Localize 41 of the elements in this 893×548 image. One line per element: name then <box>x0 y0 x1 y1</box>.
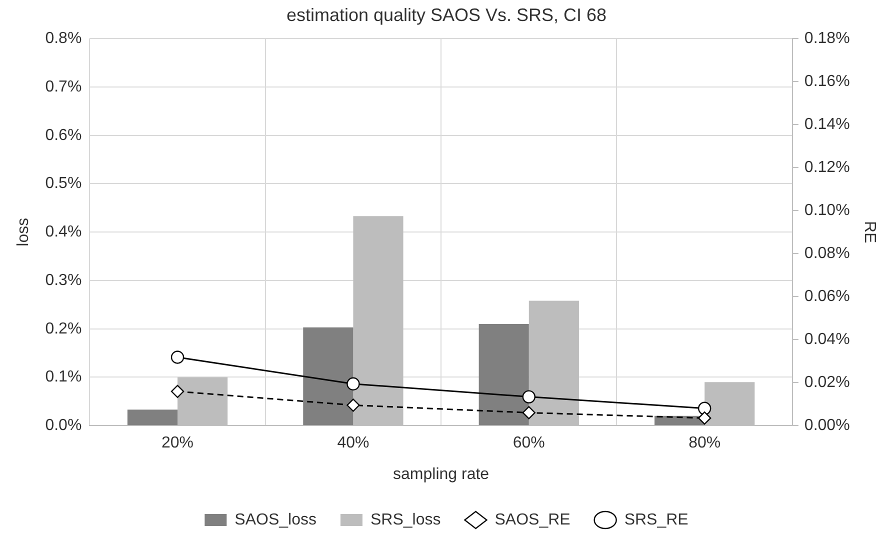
point <box>698 402 712 415</box>
y2-tick-label: 0.06% <box>804 288 850 306</box>
y2-tick-label: 0.18% <box>804 30 850 48</box>
x-tick-label: 80% <box>688 434 721 452</box>
y-tick-label: 0.5% <box>45 175 82 192</box>
y-axis-title: loss <box>15 218 32 246</box>
point <box>698 411 712 425</box>
point <box>346 377 360 390</box>
y2-axis-title: RE <box>860 220 878 244</box>
point <box>346 398 360 412</box>
legend-label: SRS_RE <box>624 511 688 528</box>
y-tick-label: 0.6% <box>45 126 82 144</box>
y2-tick-label: 0.12% <box>804 159 850 176</box>
bar <box>303 327 354 426</box>
chart-title: estimation quality SAOS Vs. SRS, CI 68 <box>286 4 607 25</box>
y-tick-label: 0.7% <box>45 78 82 96</box>
y-tick-label: 0.1% <box>45 368 82 386</box>
y-tick-label: 0.0% <box>45 417 82 434</box>
x-axis-title: sampling rate <box>393 466 490 483</box>
x-tick-label: 20% <box>162 434 194 452</box>
x-tick-label: 40% <box>337 434 370 452</box>
y2-tick-label: 0.14% <box>804 116 850 134</box>
legend-label: SRS_loss <box>370 511 441 528</box>
legend-label: SAOS_loss <box>234 511 316 528</box>
x-tick-label: 60% <box>512 434 545 452</box>
y2-tick-label: 0.00% <box>804 417 850 434</box>
y2-tick-label: 0.04% <box>804 331 850 348</box>
y2-tick-label: 0.02% <box>804 374 850 392</box>
y2-tick-label: 0.08% <box>804 245 850 262</box>
y2-tick-label: 0.10% <box>804 202 850 220</box>
point <box>522 390 536 404</box>
y-tick-label: 0.2% <box>45 320 82 338</box>
point <box>170 384 184 398</box>
bar <box>478 324 529 426</box>
y-tick-label: 0.3% <box>45 272 82 289</box>
y2-tick-label: 0.16% <box>804 73 850 90</box>
y-tick-label: 0.8% <box>45 30 82 48</box>
y-tick-label: 0.4% <box>45 224 82 241</box>
bar <box>127 410 178 426</box>
legend-label: SAOS_RE <box>494 511 570 528</box>
point <box>522 406 536 420</box>
